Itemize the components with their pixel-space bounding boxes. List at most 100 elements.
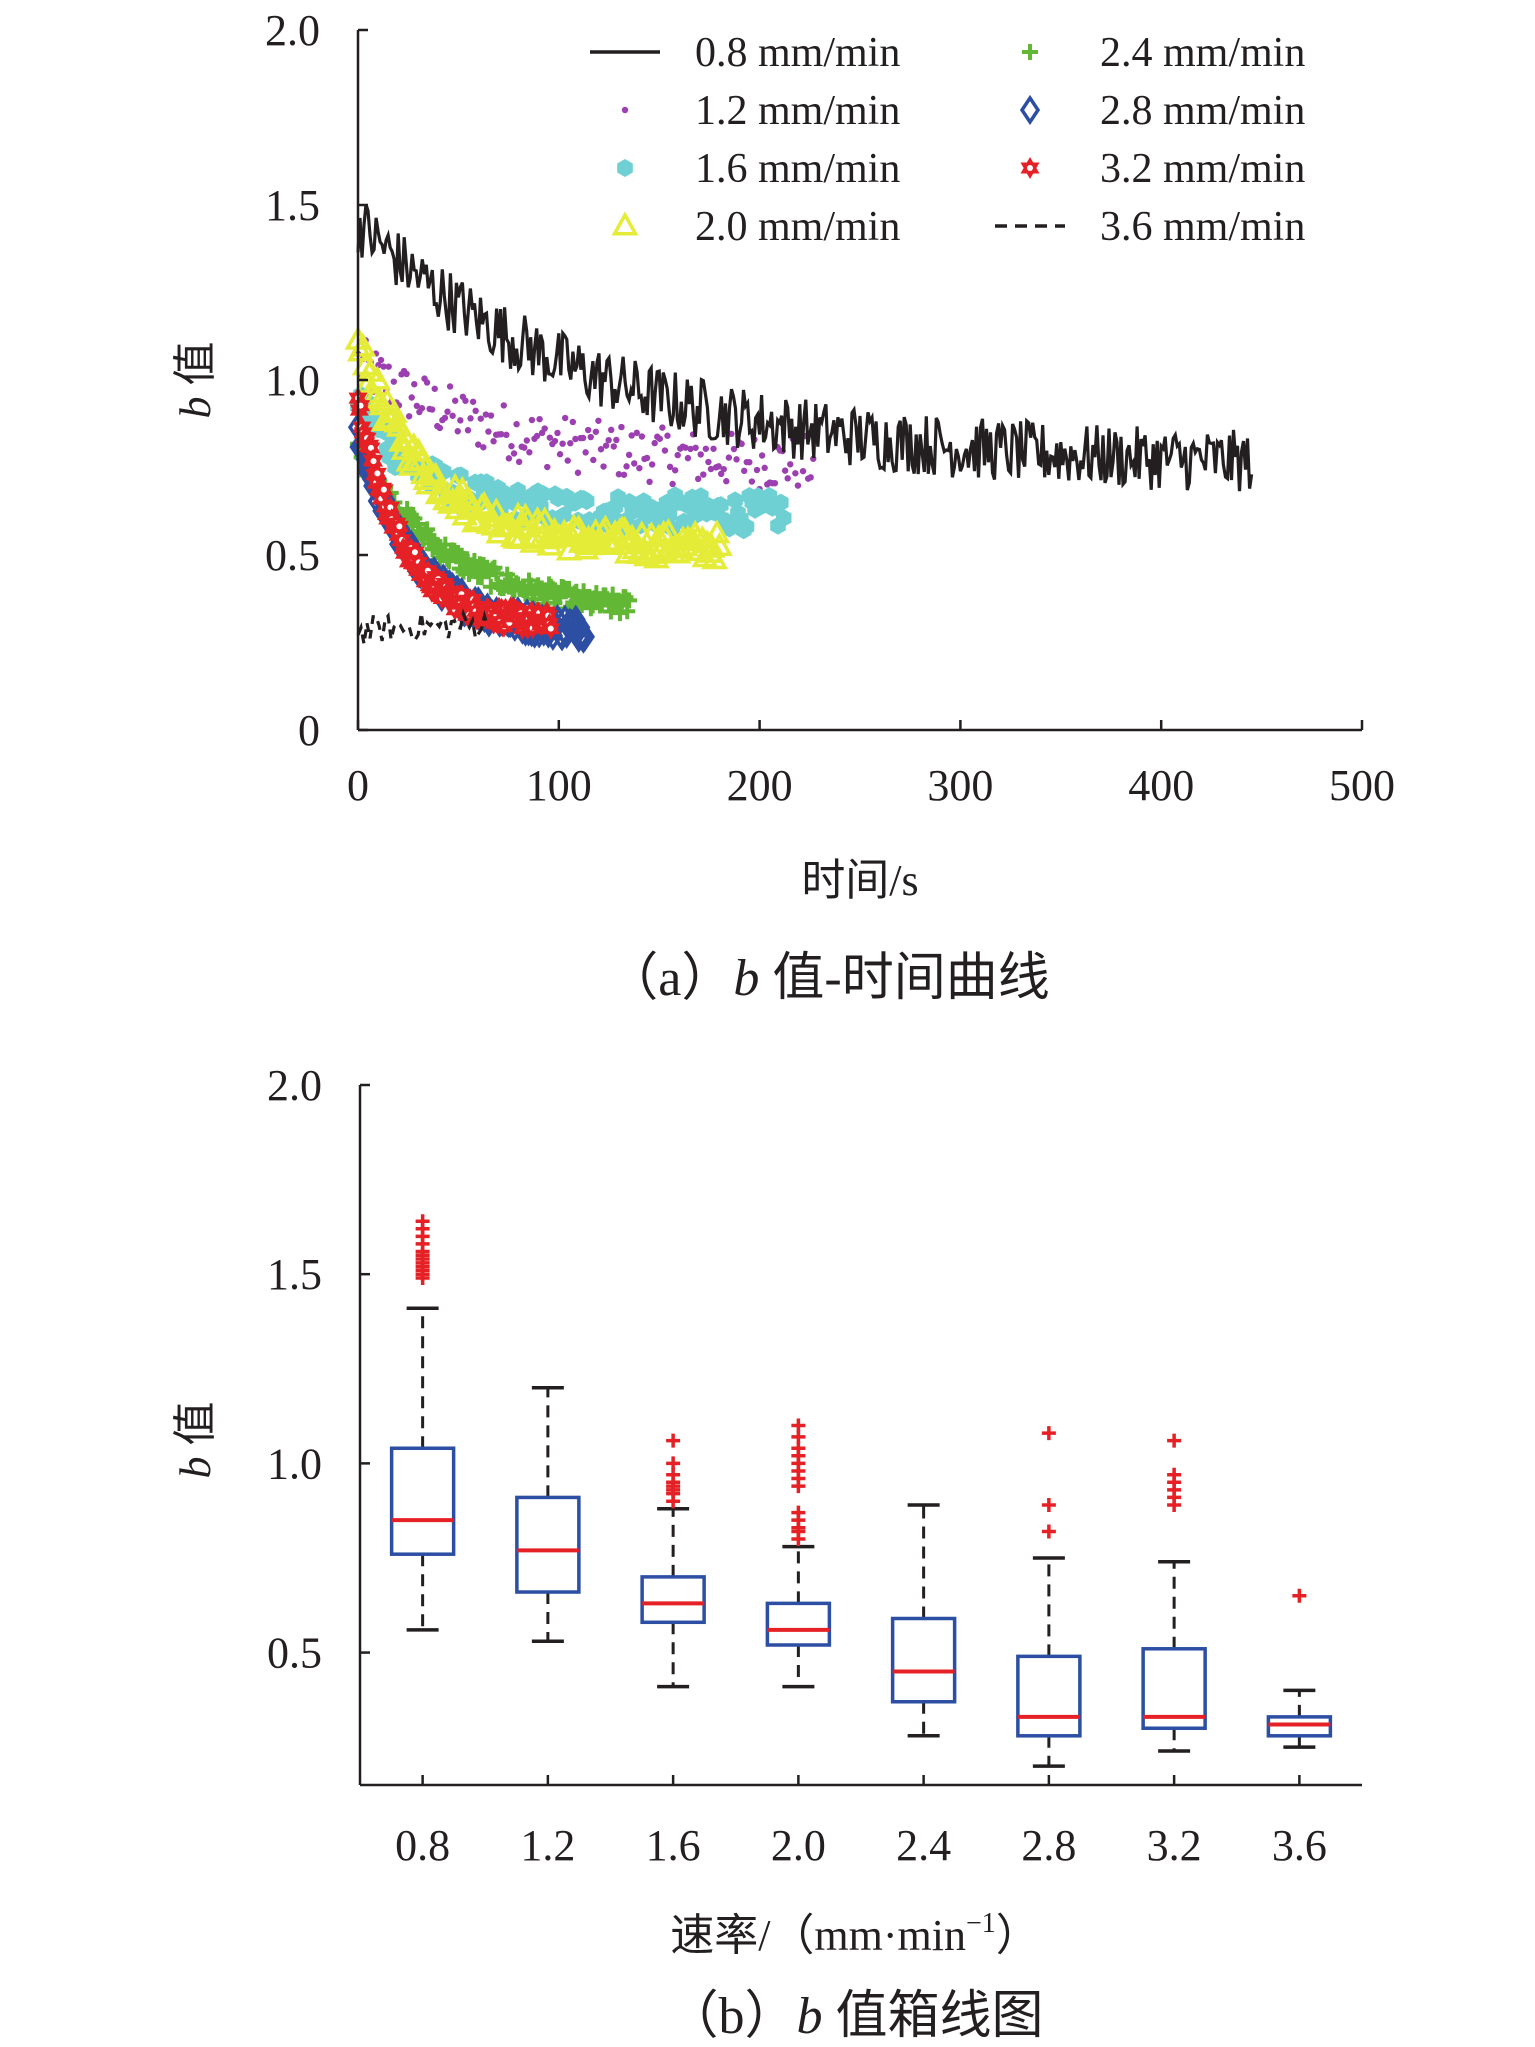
b-xtick-label-1: 1.2 [520, 1821, 575, 1870]
a-point-1-125 [674, 451, 681, 459]
a-point-1-156 [753, 466, 761, 474]
a-point-1-174 [799, 467, 807, 475]
a-point-5-149 [574, 621, 596, 652]
a-point-1-79 [556, 451, 564, 458]
a-point-1-144 [723, 478, 730, 485]
a-point-1-124 [671, 467, 679, 474]
a-point-1-70 [533, 432, 541, 440]
a-point-1-120 [661, 447, 669, 454]
b-xlabel-sup: −1 [966, 1908, 996, 1939]
a-point-1-153 [746, 459, 753, 466]
a-point-1-10 [380, 363, 387, 370]
b-ylabel: b 值 [171, 1402, 220, 1479]
a-point-2-109 [661, 506, 678, 524]
b-ylabel-rest: 值 [171, 1402, 220, 1457]
a-point-1-101 [613, 436, 620, 444]
a-point-3-15 [380, 398, 408, 424]
a-point-1-9 [377, 356, 385, 364]
a-caption-b: b [733, 950, 759, 1007]
box-5 [1016, 1426, 1082, 1768]
a-point-1-57 [500, 402, 507, 409]
a-point-6-20 [374, 478, 394, 501]
a-point-1-135 [700, 471, 707, 478]
a-point-1-71 [536, 415, 543, 423]
b-xtick-label-5: 2.8 [1021, 1821, 1076, 1870]
a-point-1-49 [480, 444, 487, 451]
a-point-1-84 [569, 418, 577, 426]
a-point-1-169 [787, 461, 794, 468]
a-point-1-97 [602, 442, 610, 449]
b-xtick-label-2: 1.6 [646, 1821, 701, 1870]
a-point-1-93 [592, 428, 600, 435]
box-rect-2 [640, 1575, 706, 1625]
a-point-1-68 [528, 416, 536, 424]
a-point-6-149-center [547, 625, 554, 632]
a-point-1-74 [544, 463, 551, 471]
a-point-2-148 [773, 493, 789, 512]
b-ytick-label-0: 0.5 [267, 1629, 322, 1678]
a-point-6-149 [541, 617, 561, 640]
a-point-1-47 [475, 441, 482, 448]
a-point-1-27 [423, 379, 431, 386]
a-point-6-12 [364, 450, 384, 473]
a-point-3-77 [531, 506, 559, 531]
a-point-1-115 [648, 461, 656, 468]
a-point-1-80 [559, 440, 566, 447]
a-point-1-82 [564, 457, 571, 464]
a-point-1-29 [428, 406, 436, 413]
a-point-6-15-center [374, 470, 381, 477]
b-xtick-label-6: 3.2 [1147, 1821, 1202, 1870]
a-point-1-32 [436, 424, 444, 432]
a-point-1-110 [636, 464, 643, 472]
a-point-1-123 [669, 480, 676, 488]
a-point-1-20 [405, 413, 413, 420]
a-point-1-143 [720, 465, 727, 473]
box-rect-3 [765, 1601, 832, 1647]
box-1 [515, 1385, 581, 1643]
b-ticks: 0.5 1.0 1.5 2.0 0.8 1.2 1.6 2.0 2.4 2.8 3.2 3.6 [267, 1061, 1327, 1870]
a-point-1-52 [487, 412, 495, 419]
a-point-1-36 [446, 383, 454, 390]
legend-swatch-1 [621, 106, 629, 114]
a-point-1-40 [457, 417, 464, 424]
a-point-1-60 [508, 442, 515, 450]
a-point-3-12 [373, 387, 401, 412]
a-point-6-10 [361, 436, 381, 459]
b-xtick-label-0: 0.8 [395, 1821, 450, 1870]
a-point-1-42 [462, 397, 469, 404]
a-point-1-94 [595, 417, 602, 424]
legend-swatch-6-center [1027, 165, 1033, 171]
a-xtick-label-4: 400 [1128, 761, 1194, 810]
legend-swatch-5 [1019, 94, 1041, 126]
a-series-3 [344, 325, 733, 570]
a-point-4-149 [621, 592, 638, 609]
a-xtick-label-0: 0 [347, 761, 369, 810]
box-rect-1 [515, 1495, 581, 1594]
a-point-1-75 [546, 434, 554, 441]
a-xtick-label-2: 200 [727, 761, 793, 810]
a-point-1-78 [554, 429, 561, 437]
a-xtick-label-5: 500 [1329, 761, 1395, 810]
a-point-1-38 [451, 397, 459, 404]
a-point-1-145 [725, 454, 733, 461]
a-point-1-137 [705, 458, 712, 466]
a-ytick-label-4: 2.0 [265, 6, 320, 55]
a-point-3-57 [482, 497, 510, 522]
a-point-1-25 [418, 405, 426, 412]
box-outlier-2-7 [666, 1433, 681, 1448]
a-point-1-67 [526, 449, 533, 456]
b-value-time-chart: 0 0.5 1.0 1.5 2.0 0 100 200 300 400 500 b 值 时间/s 0… [171, 6, 1395, 1007]
a-point-1-35 [444, 408, 451, 415]
b-ytick-label-1: 1.0 [267, 1439, 322, 1488]
a-point-6-44-center [411, 549, 418, 556]
a-point-1-103 [618, 423, 625, 431]
a-point-1-63 [515, 458, 523, 466]
a-point-3-46 [456, 486, 484, 511]
a-xtick-label-3: 300 [927, 761, 993, 810]
a-point-1-65 [521, 444, 528, 451]
a-point-1-37 [449, 412, 456, 419]
a-point-1-58 [503, 431, 510, 439]
a-point-1-30 [431, 385, 438, 392]
legend-label-1: 1.2 mm/min [695, 88, 900, 134]
